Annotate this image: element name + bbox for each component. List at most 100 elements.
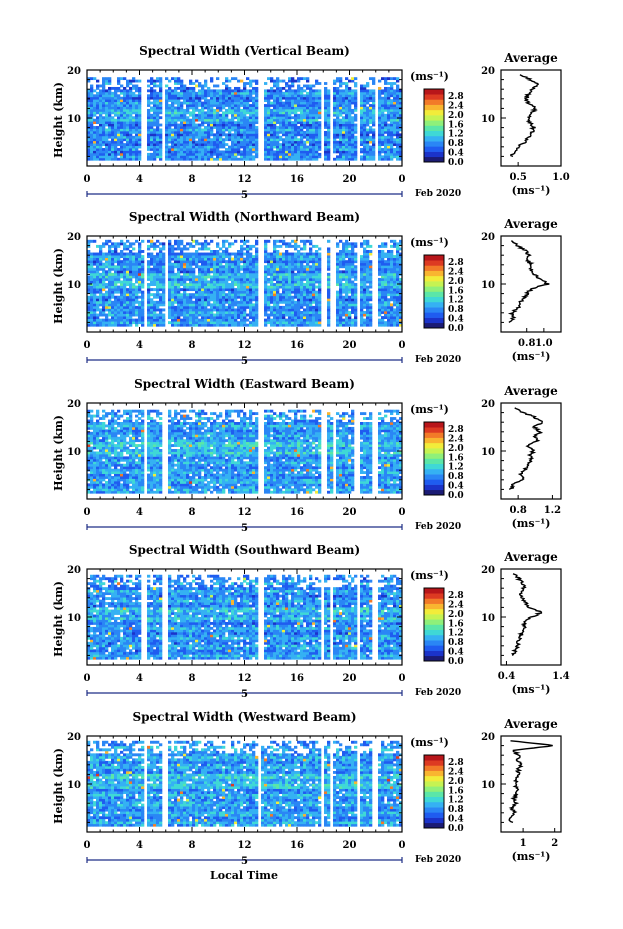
heatmap-cell: [174, 126, 178, 129]
heatmap-cell: [384, 321, 388, 325]
heatmap-cell: [354, 116, 358, 120]
heatmap-cell: [366, 123, 370, 127]
heatmap-cell: [150, 321, 154, 325]
heatmap-cell: [147, 135, 151, 139]
heatmap-cell: [183, 318, 187, 322]
heatmap-cell: [378, 285, 382, 289]
heatmap-cell: [168, 138, 172, 142]
heatmap-cell: [306, 104, 310, 107]
heatmap-cell: [156, 318, 160, 322]
heatmap-cell: [99, 89, 103, 93]
heatmap-cell: [111, 116, 115, 120]
heatmap-cell: [363, 275, 367, 279]
heatmap-cell: [312, 101, 316, 105]
heatmap-cell: [204, 280, 208, 284]
heatmap-cell: [180, 323, 184, 327]
heatmap-cell: [270, 285, 274, 289]
heatmap-cell: [312, 277, 316, 281]
heatmap-cell: [183, 94, 187, 98]
heatmap-cell: [192, 275, 196, 279]
heatmap-cell: [156, 272, 160, 276]
heatmap-cell: [141, 280, 145, 284]
heatmap-cell: [366, 89, 370, 93]
heatmap-cell: [132, 152, 136, 156]
heatmap-cell: [96, 308, 100, 312]
heatmap-cell: [279, 113, 283, 117]
heatmap-cell: [216, 84, 220, 88]
heatmap-cell: [318, 108, 322, 112]
heatmap-cell: [372, 116, 376, 120]
heatmap-cell: [129, 143, 133, 146]
heatmap-cell: [108, 101, 112, 105]
heatmap-cell: [354, 130, 358, 134]
heatmap-cell: [309, 145, 313, 149]
heatmap-cell: [396, 316, 400, 320]
heatmap-cell: [141, 310, 145, 314]
heatmap-cell: [273, 121, 277, 124]
heatmap-cell: [255, 145, 259, 149]
heatmap-cell: [255, 277, 259, 281]
heatmap-cell: [297, 138, 301, 142]
heatmap-cell: [360, 157, 364, 161]
heatmap-cell: [345, 152, 349, 156]
heatmap-cell: [291, 96, 295, 100]
heatmap-cell: [162, 283, 166, 286]
heatmap-cell: [285, 275, 289, 279]
heatmap-cell: [138, 288, 142, 292]
heatmap-cell: [120, 138, 124, 142]
heatmap-cell: [111, 121, 115, 124]
heatmap-cell: [312, 270, 316, 274]
heatmap-cell: [342, 121, 346, 124]
heatmap-cell: [132, 145, 136, 149]
heatmap-cell: [219, 104, 223, 107]
heatmap-cell: [210, 288, 214, 292]
heatmap-cell: [120, 104, 124, 107]
heatmap-cell: [240, 321, 244, 325]
heatmap-cell: [123, 272, 127, 276]
heatmap-cell: [306, 305, 310, 309]
heatmap-cell: [120, 288, 124, 292]
heatmap-cell: [105, 91, 109, 95]
heatmap-cell: [135, 121, 139, 124]
heatmap-cell: [351, 91, 355, 95]
heatmap-cell: [303, 123, 307, 127]
heatmap-cell: [177, 143, 181, 146]
heatmap-cell: [87, 94, 91, 98]
heatmap-cell: [294, 316, 298, 320]
heatmap-cell: [255, 288, 259, 292]
heatmap-cell: [345, 288, 349, 292]
heatmap-cell: [168, 86, 172, 90]
heatmap-cell: [276, 277, 280, 281]
heatmap-cell: [273, 89, 277, 93]
heatmap-cell: [132, 116, 136, 120]
heatmap-cell: [294, 150, 298, 154]
heatmap-cell: [384, 293, 388, 297]
heatmap-cell: [186, 135, 190, 139]
heatmap-cell: [390, 91, 394, 95]
heatmap-cell: [150, 126, 154, 129]
heatmap-cell: [273, 113, 277, 117]
heatmap-cell: [183, 121, 187, 124]
heatmap-cell: [279, 150, 283, 154]
heatmap-cell: [168, 280, 172, 284]
heatmap-cell: [384, 135, 388, 139]
heatmap-cell: [381, 308, 385, 312]
heatmap-cell: [186, 128, 190, 132]
heatmap-cell: [111, 126, 115, 129]
heatmap-cell: [135, 277, 139, 281]
heatmap-cell: [300, 86, 304, 90]
heatmap-cell: [231, 138, 235, 142]
heatmap-cell: [90, 303, 94, 307]
heatmap-cell: [183, 126, 187, 129]
heatmap-cell: [327, 280, 331, 284]
heatmap-cell: [141, 270, 145, 274]
heatmap-cell: [183, 89, 187, 93]
heatmap-cell: [213, 321, 217, 325]
heatmap-cell: [195, 308, 199, 312]
heatmap-cell: [120, 313, 124, 317]
heatmap-cell: [249, 152, 253, 156]
heatmap-cell: [309, 89, 313, 93]
heatmap-cell: [315, 277, 319, 281]
heatmap-cell: [138, 94, 142, 98]
heatmap-cell: [285, 277, 289, 281]
